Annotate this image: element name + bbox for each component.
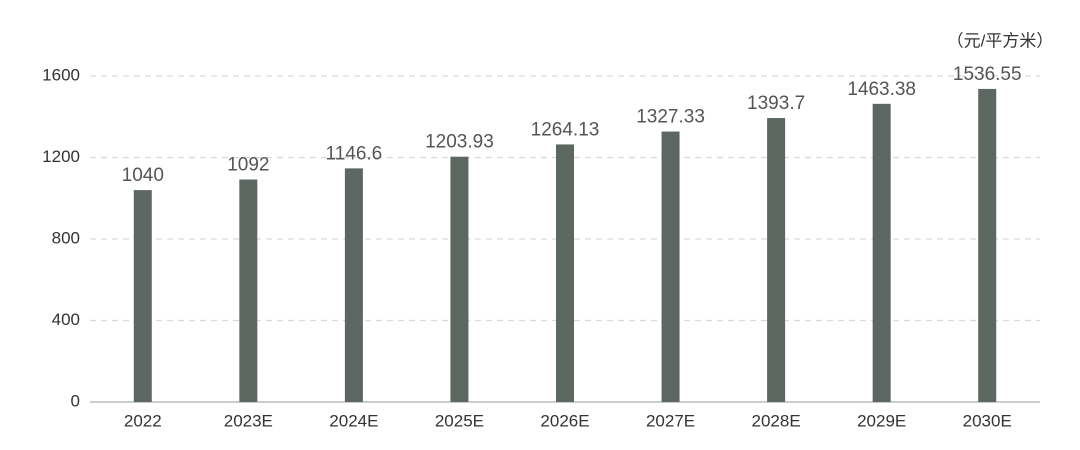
bar — [239, 179, 258, 402]
y-tick-label: 1200 — [42, 147, 80, 166]
y-tick-label: 0 — [71, 391, 80, 410]
bar — [661, 131, 680, 402]
y-tick-label: 1600 — [42, 65, 80, 84]
y-tick-label: 400 — [52, 310, 80, 329]
x-tick-label: 2023E — [224, 411, 273, 430]
bar — [450, 156, 469, 402]
unit-label: （元/平方米） — [947, 31, 1054, 50]
x-tick-label: 2030E — [963, 411, 1012, 430]
y-tick-label: 800 — [52, 228, 80, 247]
bar — [767, 118, 786, 402]
value-label: 1146.6 — [326, 143, 383, 164]
value-label: 1040 — [122, 165, 164, 186]
value-label: 1092 — [227, 155, 269, 176]
x-tick-label: 2026E — [540, 411, 589, 430]
value-label: 1536.55 — [953, 64, 1022, 85]
x-tick-label: 2025E — [435, 411, 484, 430]
bar — [133, 190, 152, 402]
x-tick-label: 2029E — [857, 411, 906, 430]
bar — [344, 168, 363, 402]
x-tick-label: 2027E — [646, 411, 695, 430]
value-label: 1203.93 — [425, 132, 494, 153]
x-tick-label: 2024E — [329, 411, 378, 430]
bar — [978, 88, 997, 402]
bar — [872, 103, 891, 402]
bar — [556, 144, 574, 402]
value-label: 1463.38 — [847, 79, 916, 100]
x-tick-label: 2028E — [752, 411, 801, 430]
x-tick-label: 2022 — [124, 411, 162, 430]
value-label: 1327.33 — [636, 107, 705, 128]
value-label: 1393.7 — [747, 93, 805, 114]
value-label: 1264.13 — [531, 119, 600, 140]
